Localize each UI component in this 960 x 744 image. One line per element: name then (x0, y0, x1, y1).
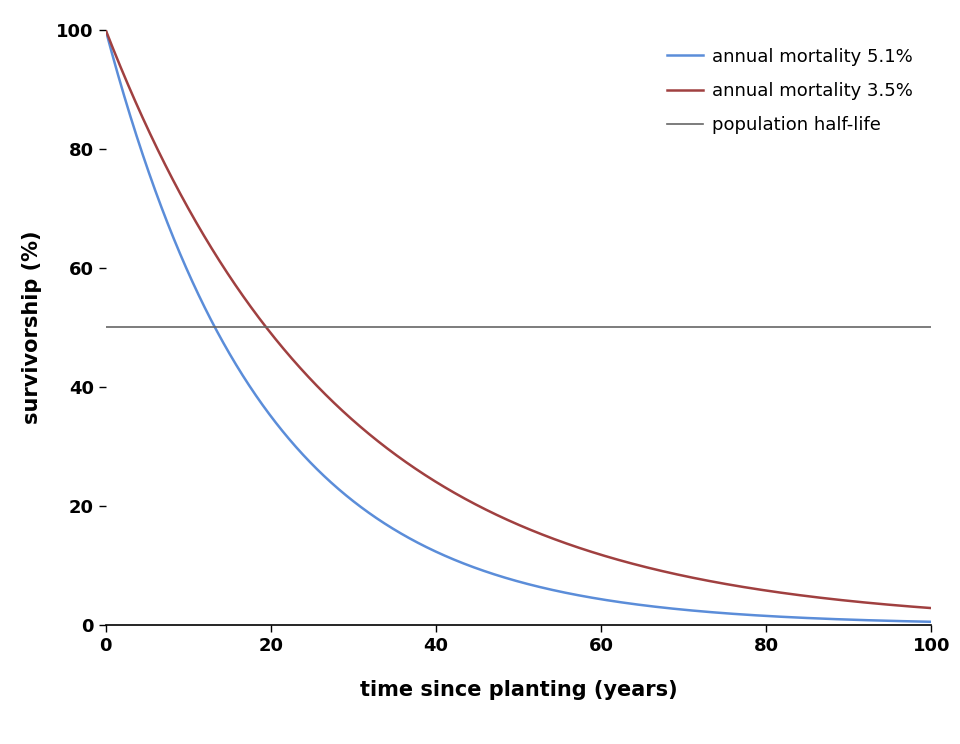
annual mortality 5.1% (750, 611, 761, 620)
Line: annual mortality 3.5%: annual mortality 3.5% (106, 30, 931, 608)
annual mortality 5.1% (901, 617, 913, 626)
annual mortality 3.5% (750, 585, 761, 594)
annual mortality 3.5% (901, 602, 913, 611)
Legend: annual mortality 5.1%, annual mortality 3.5%, population half-life: annual mortality 5.1%, annual mortality … (659, 39, 923, 144)
annual mortality 5.1% (925, 618, 937, 626)
annual mortality 3.5% (479, 504, 491, 513)
annual mortality 3.5% (901, 602, 913, 611)
Y-axis label: survivorship (%): survivorship (%) (22, 231, 42, 424)
population half-life (100, 323, 111, 332)
annual mortality 3.5% (925, 603, 937, 612)
annual mortality 3.5% (100, 25, 111, 34)
annual mortality 5.1% (901, 617, 913, 626)
annual mortality 3.5% (501, 516, 513, 525)
annual mortality 5.1% (100, 25, 111, 34)
population half-life (108, 323, 120, 332)
annual mortality 5.1% (142, 165, 154, 174)
annual mortality 5.1% (501, 574, 513, 583)
annual mortality 5.1% (479, 567, 491, 576)
Line: annual mortality 5.1%: annual mortality 5.1% (106, 30, 931, 622)
annual mortality 3.5% (142, 124, 154, 133)
X-axis label: time since planting (years): time since planting (years) (360, 680, 677, 700)
